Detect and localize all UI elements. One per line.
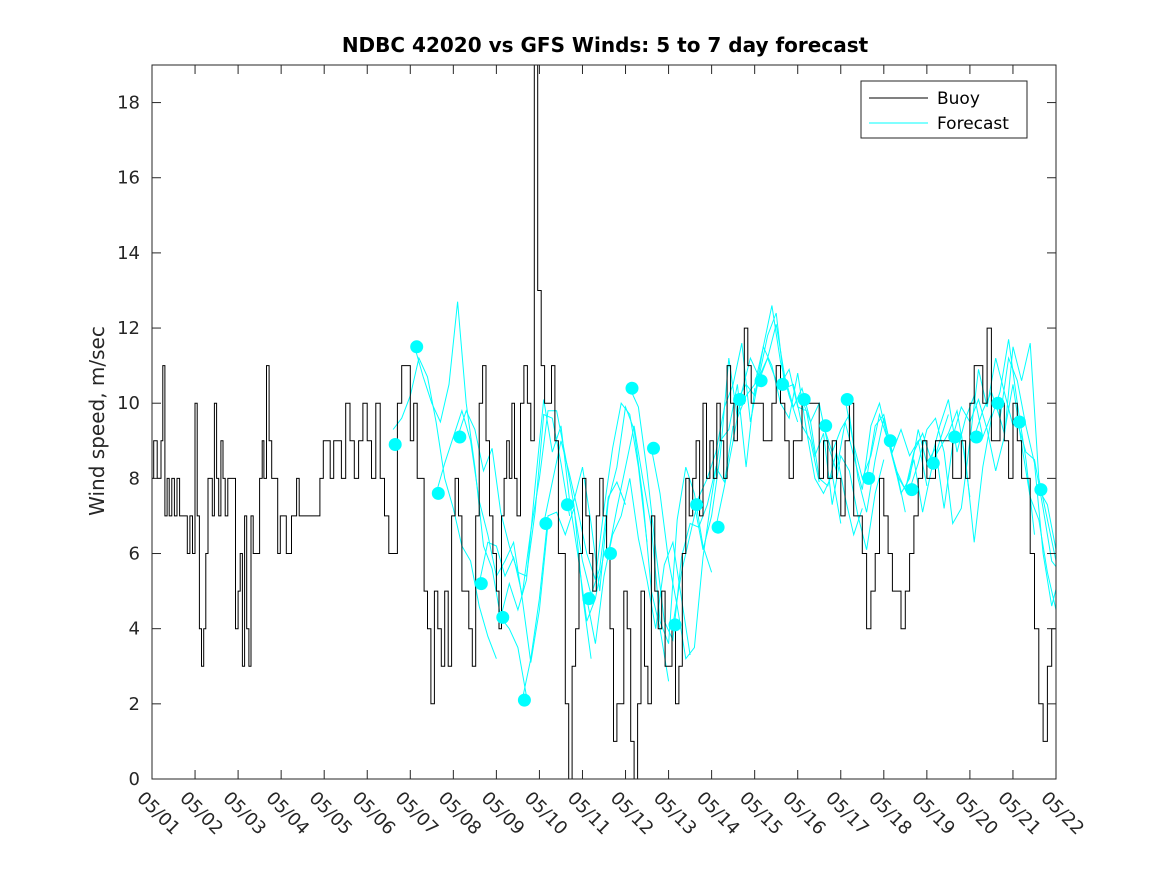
- forecast-line: [909, 357, 1014, 526]
- forecast-marker: [1012, 415, 1026, 429]
- forecast-marker: [496, 610, 510, 624]
- forecast-line: [478, 410, 592, 659]
- forecast-line: [435, 409, 549, 663]
- forecast-marker: [926, 456, 940, 470]
- forecast-line: [823, 412, 928, 513]
- y-tick-label: 4: [129, 619, 140, 640]
- y-axis-label: Wind speed, m/sec: [85, 326, 109, 516]
- forecast-marker: [948, 430, 962, 444]
- forecast-marker: [647, 441, 660, 455]
- buoy-line: [152, 65, 1056, 779]
- forecast-marker: [883, 434, 897, 448]
- forecast-line: [586, 478, 691, 656]
- forecast-marker: [905, 483, 919, 497]
- forecast-marker: [604, 547, 617, 560]
- forecast-marker: [668, 618, 682, 632]
- forecast-marker: [625, 381, 639, 395]
- forecast-line: [543, 402, 648, 580]
- forecast-marker: [733, 393, 747, 406]
- forecast-line: [995, 384, 1056, 611]
- forecast-marker: [754, 374, 768, 388]
- forecast-line: [736, 345, 842, 524]
- y-tick-label: 0: [129, 769, 140, 790]
- forecast-marker: [474, 577, 488, 591]
- y-tick-label: 18: [117, 93, 140, 114]
- y-tick-label: 2: [129, 694, 140, 715]
- forecast-marker: [776, 377, 790, 391]
- forecast-marker: [1034, 483, 1048, 497]
- legend-forecast-label: Forecast: [937, 114, 1009, 134]
- forecast-marker: [517, 693, 531, 707]
- forecast-line: [780, 368, 885, 550]
- forecast-marker: [690, 498, 704, 512]
- forecast-marker: [711, 520, 725, 534]
- forecast-marker: [539, 517, 553, 530]
- forecast-marker: [431, 486, 445, 500]
- forecast-marker: [819, 419, 833, 433]
- forecast-line: [1038, 489, 1056, 552]
- forecast-line: [414, 301, 527, 697]
- forecast-marker: [388, 438, 402, 451]
- y-tick-label: 14: [117, 243, 140, 264]
- legend-buoy-label: Buoy: [937, 89, 980, 109]
- y-tick-label: 8: [129, 468, 140, 489]
- forecast-line: [500, 399, 605, 622]
- forecast-marker: [991, 396, 1005, 410]
- forecast-marker: [797, 393, 811, 406]
- y-tick-label: 6: [129, 544, 140, 565]
- plot-area-frame: [151, 64, 1057, 780]
- forecast-line: [521, 480, 626, 701]
- forecast-marker: [582, 592, 596, 606]
- chart-title: NDBC 42020 vs GFS Winds: 5 to 7 day fore…: [342, 33, 869, 57]
- forecast-marker: [453, 430, 467, 444]
- legend-box: [860, 80, 1028, 139]
- forecast-marker: [862, 471, 876, 485]
- forecast-line: [1016, 421, 1056, 568]
- plot-data: [152, 65, 1056, 779]
- forecast-marker: [410, 340, 424, 354]
- y-tick-label: 16: [117, 168, 140, 189]
- forecast-marker: [840, 393, 854, 406]
- forecast-marker: [969, 430, 983, 444]
- forecast-line: [607, 425, 713, 644]
- forecast-line: [693, 305, 799, 550]
- forecast-marker: [560, 498, 574, 512]
- y-tick-label: 10: [117, 393, 140, 414]
- y-tick-label: 12: [117, 318, 140, 339]
- legend: Buoy Forecast: [860, 80, 1028, 139]
- forecast-line: [650, 384, 756, 660]
